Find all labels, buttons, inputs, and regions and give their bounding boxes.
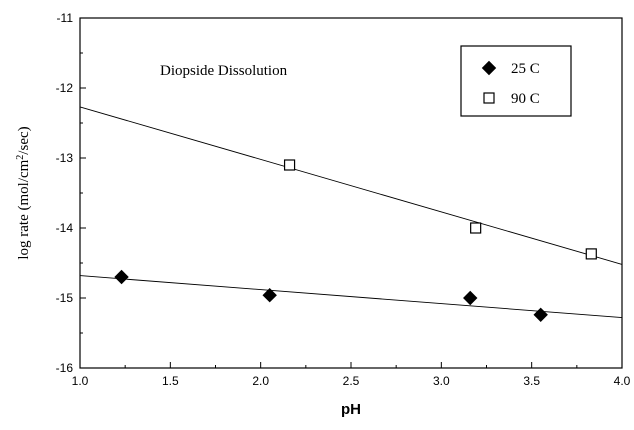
y-axis-title: log rate (mol/cm2/sec) <box>15 126 32 259</box>
x-axis-ticks: 1.0 1.5 2.0 2.5 3.0 3.5 4.0 <box>72 362 631 388</box>
y-tick-label: -14 <box>56 221 74 235</box>
legend-box <box>460 45 572 117</box>
x-tick-label: 1.5 <box>162 374 179 388</box>
y-tick-label: -15 <box>56 291 74 305</box>
y-tick-label: -13 <box>56 151 74 165</box>
chart-annotation: Diopside Dissolution <box>160 63 288 79</box>
x-tick-label: 2.0 <box>252 374 269 388</box>
x-tick-label: 1.0 <box>72 374 89 388</box>
y-tick-label: -11 <box>57 11 74 25</box>
x-axis-title: pH <box>341 401 361 418</box>
data-point <box>283 159 296 171</box>
y-axis-title-superscript: 2 <box>15 155 26 160</box>
legend-label: 25 C <box>511 61 540 77</box>
y-axis-title-tail: /sec) <box>16 126 32 154</box>
data-point <box>114 269 129 285</box>
legend-label: 90 C <box>511 91 540 107</box>
fit-line <box>79 275 623 319</box>
legend: 25 C 90 C <box>460 45 572 117</box>
fit-lines <box>79 106 623 319</box>
legend-marker <box>483 92 495 104</box>
legend-marker <box>481 60 497 76</box>
x-tick-label: 2.5 <box>343 374 360 388</box>
x-tick-label: 3.5 <box>523 374 540 388</box>
fit-line <box>79 106 623 265</box>
y-axis-ticks: -16 -15 -14 -13 -12 -11 <box>56 11 86 375</box>
data-point <box>533 307 548 323</box>
data-point <box>463 290 478 306</box>
x-tick-label: 3.0 <box>433 374 450 388</box>
y-tick-label: -12 <box>56 81 74 95</box>
y-axis-title-main: log rate (mol/cm <box>16 159 32 259</box>
data-points <box>114 159 597 323</box>
data-point <box>470 222 482 234</box>
data-point <box>262 287 277 303</box>
x-tick-label: 4.0 <box>614 374 631 388</box>
data-point <box>585 248 597 260</box>
y-tick-label: -16 <box>56 361 74 375</box>
